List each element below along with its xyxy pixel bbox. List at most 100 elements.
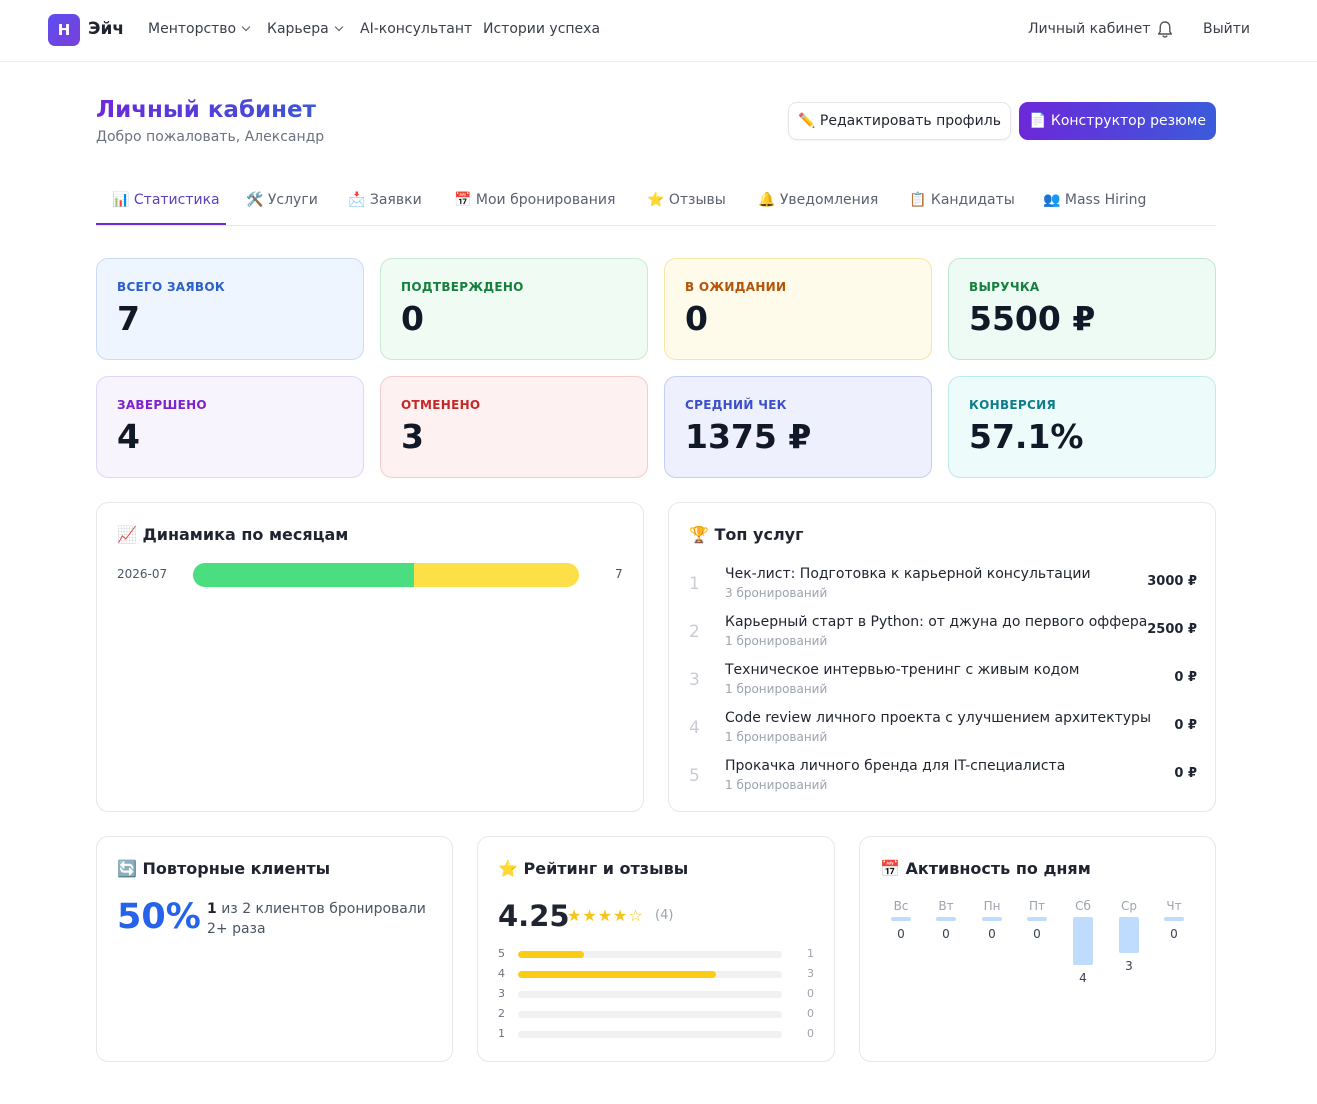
page-title: Личный кабинет — [96, 97, 316, 123]
nav-mentorship[interactable]: Менторство — [148, 21, 251, 37]
rating-bar-row: 4 3 — [498, 967, 814, 981]
rating-value: 4.25 — [498, 899, 570, 933]
rating-bar-count: 0 — [807, 1027, 814, 1040]
rating-bar-track — [518, 951, 782, 958]
rating-star-number: 1 — [498, 1027, 505, 1040]
panel-title: 📅 Активность по дням — [880, 859, 1091, 878]
activity-by-day-panel: 📅 Активность по дням Вс 0 Вт 0 Пн 0 Пт 0… — [859, 836, 1216, 1062]
rating-bar-row: 3 0 — [498, 987, 814, 1001]
panel-title: ⭐ Рейтинг и отзывы — [498, 859, 689, 878]
service-row[interactable]: 4 Code review личного проекта с улучшени… — [689, 710, 1197, 754]
service-name: Code review личного проекта с улучшением… — [725, 710, 1152, 726]
rating-star-number: 4 — [498, 967, 505, 980]
stat-value: 7 — [117, 299, 140, 338]
day-label: Вт — [938, 899, 954, 913]
rating-star-number: 5 — [498, 947, 505, 960]
stat-value: 0 — [401, 299, 424, 338]
rating-star-number: 2 — [498, 1007, 505, 1020]
rating-bar-count: 0 — [807, 987, 814, 1000]
day-label: Пн — [983, 899, 1001, 913]
rating-bar-track — [518, 991, 782, 998]
service-rank: 4 — [689, 718, 700, 738]
tab-requests[interactable]: 📩 Заявки — [348, 192, 422, 208]
service-row[interactable]: 3 Техническое интервью-тренинг с живым к… — [689, 662, 1197, 706]
service-bookings: 1 бронирований — [725, 682, 828, 696]
service-name: Прокачка личного бренда для IT-специалис… — [725, 758, 1066, 774]
stat-value: 1375 ₽ — [685, 417, 812, 456]
tab-notifications[interactable]: 🔔 Уведомления — [758, 192, 879, 208]
stat-card-conversion: КОНВЕРСИЯ 57.1% — [948, 376, 1216, 478]
day-bar — [1119, 917, 1139, 953]
day-value: 0 — [897, 927, 905, 941]
stat-value: 3 — [401, 417, 424, 456]
stat-label: ВСЕГО ЗАЯВОК — [117, 280, 225, 294]
day-bar — [982, 917, 1002, 921]
service-row[interactable]: 5 Прокачка личного бренда для IT-специал… — [689, 758, 1197, 802]
day-label: Вс — [893, 899, 909, 913]
stat-card-revenue: ВЫРУЧКА 5500 ₽ — [948, 258, 1216, 360]
stat-label: КОНВЕРСИЯ — [969, 398, 1056, 412]
day-label: Ср — [1121, 899, 1137, 913]
rating-bar-fill — [518, 951, 584, 958]
tab-services[interactable]: 🛠️ Услуги — [246, 192, 318, 208]
nav-career[interactable]: Карьера — [267, 21, 343, 37]
nav-cabinet-label: Личный кабинет — [1028, 21, 1151, 37]
nav-cabinet[interactable]: Личный кабинет — [1028, 21, 1150, 37]
day-bar — [891, 917, 911, 921]
month-label: 2026-07 — [117, 567, 168, 581]
service-name: Чек-лист: Подготовка к карьерной консуль… — [725, 566, 1091, 582]
bar-segment-completed — [193, 563, 414, 587]
tab-my-bookings[interactable]: 📅 Мои бронирования — [454, 192, 616, 208]
rating-bar-count: 3 — [807, 967, 814, 980]
stat-value: 57.1% — [969, 417, 1084, 456]
review-count: (4) — [655, 908, 674, 923]
service-bookings: 3 бронирований — [725, 586, 828, 600]
rating-bar-count: 0 — [807, 1007, 814, 1020]
stat-label: СРЕДНИЙ ЧЕК — [685, 398, 787, 412]
rating-bar-track — [518, 1031, 782, 1038]
nav-success-stories[interactable]: Истории успеха — [483, 21, 600, 37]
brand-name[interactable]: Эйч — [88, 19, 125, 39]
service-row[interactable]: 1 Чек-лист: Подготовка к карьерной консу… — [689, 566, 1197, 610]
service-rank: 2 — [689, 622, 700, 642]
stat-card-total: ВСЕГО ЗАЯВОК 7 — [96, 258, 364, 360]
rating-star-number: 3 — [498, 987, 505, 1000]
repeat-count: 1 — [207, 901, 217, 917]
stat-label: ЗАВЕРШЕНО — [117, 398, 207, 412]
nav-ai-consultant[interactable]: AI-консультант — [360, 21, 472, 37]
tab-statistics[interactable]: 📊 Статистика — [112, 192, 220, 208]
stat-card-completed: ЗАВЕРШЕНО 4 — [96, 376, 364, 478]
tab-bar: 📊 Статистика 🛠️ Услуги 📩 Заявки 📅 Мои бр… — [96, 180, 1216, 226]
bell-icon[interactable] — [1157, 20, 1173, 40]
tab-reviews[interactable]: ⭐ Отзывы — [647, 192, 726, 208]
service-price: 0 ₽ — [1174, 766, 1197, 781]
day-bar — [1027, 917, 1047, 921]
service-bookings: 1 бронирований — [725, 634, 828, 648]
stat-value: 0 — [685, 299, 708, 338]
logout-link[interactable]: Выйти — [1203, 21, 1250, 37]
service-name: Карьерный старт в Python: от джуна до пе… — [725, 614, 1148, 630]
logo-icon[interactable]: H — [48, 14, 80, 46]
chevron-down-icon — [241, 22, 251, 32]
day-bar — [1164, 917, 1184, 921]
repeat-text: из 2 клиентов бронировали 2+ раза — [207, 901, 426, 937]
stat-card-cancelled: ОТМЕНЕНО 3 — [380, 376, 648, 478]
stat-label: В ОЖИДАНИИ — [685, 280, 787, 294]
edit-profile-button[interactable]: ✏️ Редактировать профиль — [788, 102, 1011, 140]
day-bar — [1073, 917, 1093, 965]
repeat-clients-panel: 🔄 Повторные клиенты 50% 1 из 2 клиентов … — [96, 836, 453, 1062]
resume-builder-button[interactable]: 📄 Конструктор резюме — [1019, 102, 1216, 140]
service-row[interactable]: 2 Карьерный старт в Python: от джуна до … — [689, 614, 1197, 658]
top-services-panel: 🏆 Топ услуг 1 Чек-лист: Подготовка к кар… — [668, 502, 1216, 812]
tab-candidates[interactable]: 📋 Кандидаты — [909, 192, 1015, 208]
tab-mass-hiring[interactable]: 👥 Mass Hiring — [1043, 192, 1147, 208]
day-value: 4 — [1079, 971, 1087, 985]
stat-label: ВЫРУЧКА — [969, 280, 1040, 294]
stat-card-pending: В ОЖИДАНИИ 0 — [664, 258, 932, 360]
repeat-description: 1 из 2 клиентов бронировали 2+ раза — [207, 899, 437, 939]
stat-label: ПОДТВЕРЖДЕНО — [401, 280, 524, 294]
chevron-down-icon — [334, 22, 343, 32]
stat-card-confirmed: ПОДТВЕРЖДЕНО 0 — [380, 258, 648, 360]
service-price: 2500 ₽ — [1147, 622, 1197, 637]
rating-bar-row: 5 1 — [498, 947, 814, 961]
